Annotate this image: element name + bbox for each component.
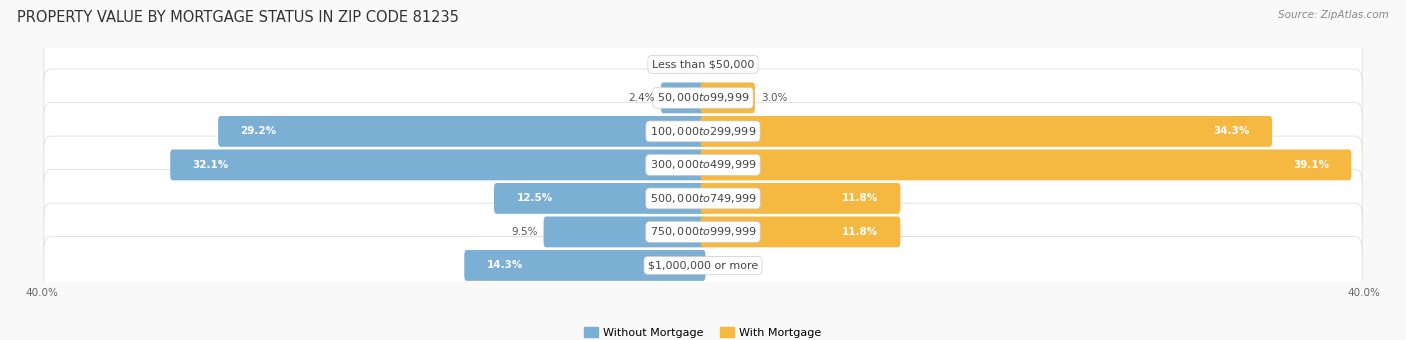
Text: 12.5%: 12.5% (516, 193, 553, 203)
FancyBboxPatch shape (44, 103, 1362, 160)
Text: Source: ZipAtlas.com: Source: ZipAtlas.com (1278, 10, 1389, 20)
Text: Less than $50,000: Less than $50,000 (652, 59, 754, 69)
FancyBboxPatch shape (218, 116, 706, 147)
FancyBboxPatch shape (700, 83, 755, 113)
FancyBboxPatch shape (170, 150, 706, 180)
Text: 3.0%: 3.0% (761, 93, 787, 103)
Text: 2.4%: 2.4% (628, 93, 655, 103)
FancyBboxPatch shape (44, 203, 1362, 261)
Text: $500,000 to $749,999: $500,000 to $749,999 (650, 192, 756, 205)
FancyBboxPatch shape (700, 150, 1351, 180)
Text: 14.3%: 14.3% (486, 260, 523, 270)
FancyBboxPatch shape (464, 250, 706, 281)
FancyBboxPatch shape (700, 217, 900, 247)
FancyBboxPatch shape (700, 116, 1272, 147)
FancyBboxPatch shape (44, 237, 1362, 294)
Text: $50,000 to $99,999: $50,000 to $99,999 (657, 91, 749, 104)
Text: $750,000 to $999,999: $750,000 to $999,999 (650, 225, 756, 238)
Text: 29.2%: 29.2% (240, 126, 277, 136)
FancyBboxPatch shape (44, 170, 1362, 227)
FancyBboxPatch shape (494, 183, 706, 214)
FancyBboxPatch shape (544, 217, 706, 247)
Text: $300,000 to $499,999: $300,000 to $499,999 (650, 158, 756, 171)
Text: 39.1%: 39.1% (1294, 160, 1329, 170)
Text: 9.5%: 9.5% (512, 227, 537, 237)
Text: 34.3%: 34.3% (1213, 126, 1250, 136)
FancyBboxPatch shape (44, 136, 1362, 194)
FancyBboxPatch shape (661, 83, 706, 113)
Text: 32.1%: 32.1% (193, 160, 229, 170)
Legend: Without Mortgage, With Mortgage: Without Mortgage, With Mortgage (579, 323, 827, 340)
Text: $1,000,000 or more: $1,000,000 or more (648, 260, 758, 270)
FancyBboxPatch shape (44, 69, 1362, 127)
Text: 11.8%: 11.8% (842, 193, 879, 203)
Text: 11.8%: 11.8% (842, 227, 879, 237)
Text: $100,000 to $299,999: $100,000 to $299,999 (650, 125, 756, 138)
FancyBboxPatch shape (44, 36, 1362, 93)
FancyBboxPatch shape (700, 183, 900, 214)
Text: PROPERTY VALUE BY MORTGAGE STATUS IN ZIP CODE 81235: PROPERTY VALUE BY MORTGAGE STATUS IN ZIP… (17, 10, 458, 25)
